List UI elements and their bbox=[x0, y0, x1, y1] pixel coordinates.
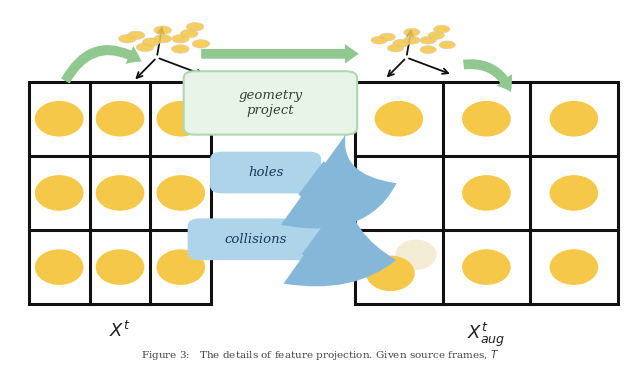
Ellipse shape bbox=[35, 249, 84, 285]
Ellipse shape bbox=[462, 249, 511, 285]
Ellipse shape bbox=[550, 101, 598, 137]
Ellipse shape bbox=[156, 249, 205, 285]
Ellipse shape bbox=[396, 240, 436, 270]
Ellipse shape bbox=[366, 256, 415, 291]
Ellipse shape bbox=[172, 35, 189, 43]
Ellipse shape bbox=[462, 101, 511, 137]
Ellipse shape bbox=[379, 33, 396, 41]
Text: $X^t_{aug}$: $X^t_{aug}$ bbox=[467, 321, 506, 349]
Ellipse shape bbox=[180, 29, 198, 38]
Text: geometry
project: geometry project bbox=[238, 89, 303, 117]
Ellipse shape bbox=[96, 101, 145, 137]
Ellipse shape bbox=[96, 249, 145, 285]
Ellipse shape bbox=[550, 175, 598, 211]
Ellipse shape bbox=[439, 41, 456, 49]
Text: holes: holes bbox=[248, 166, 284, 179]
Ellipse shape bbox=[156, 175, 205, 211]
FancyArrowPatch shape bbox=[463, 59, 512, 92]
Ellipse shape bbox=[35, 175, 84, 211]
Ellipse shape bbox=[154, 26, 172, 35]
FancyBboxPatch shape bbox=[188, 219, 323, 259]
Ellipse shape bbox=[371, 36, 387, 44]
Ellipse shape bbox=[404, 28, 420, 36]
Ellipse shape bbox=[420, 36, 436, 44]
Ellipse shape bbox=[393, 39, 409, 47]
Ellipse shape bbox=[96, 175, 145, 211]
Ellipse shape bbox=[35, 101, 84, 137]
Bar bbox=[355, 82, 618, 304]
Ellipse shape bbox=[387, 44, 404, 52]
FancyArrowPatch shape bbox=[201, 44, 359, 63]
Ellipse shape bbox=[127, 31, 145, 40]
Ellipse shape bbox=[434, 25, 450, 33]
FancyBboxPatch shape bbox=[184, 71, 357, 135]
Ellipse shape bbox=[186, 23, 204, 31]
Ellipse shape bbox=[462, 175, 511, 211]
Ellipse shape bbox=[374, 101, 423, 137]
Text: $X^t$: $X^t$ bbox=[109, 321, 131, 341]
Ellipse shape bbox=[428, 32, 445, 39]
Ellipse shape bbox=[550, 249, 598, 285]
Ellipse shape bbox=[192, 40, 210, 48]
Ellipse shape bbox=[404, 36, 420, 44]
Ellipse shape bbox=[172, 45, 189, 53]
Bar bbox=[29, 82, 211, 304]
FancyBboxPatch shape bbox=[211, 152, 320, 193]
Ellipse shape bbox=[156, 101, 205, 137]
Ellipse shape bbox=[136, 43, 154, 52]
Ellipse shape bbox=[420, 46, 436, 53]
Text: Figure 3:   The details of feature projection. Given source frames, $T$: Figure 3: The details of feature project… bbox=[141, 348, 499, 362]
Ellipse shape bbox=[154, 35, 172, 43]
FancyArrowPatch shape bbox=[61, 45, 141, 83]
Ellipse shape bbox=[118, 35, 136, 43]
Ellipse shape bbox=[142, 38, 160, 46]
Text: collisions: collisions bbox=[225, 233, 287, 246]
